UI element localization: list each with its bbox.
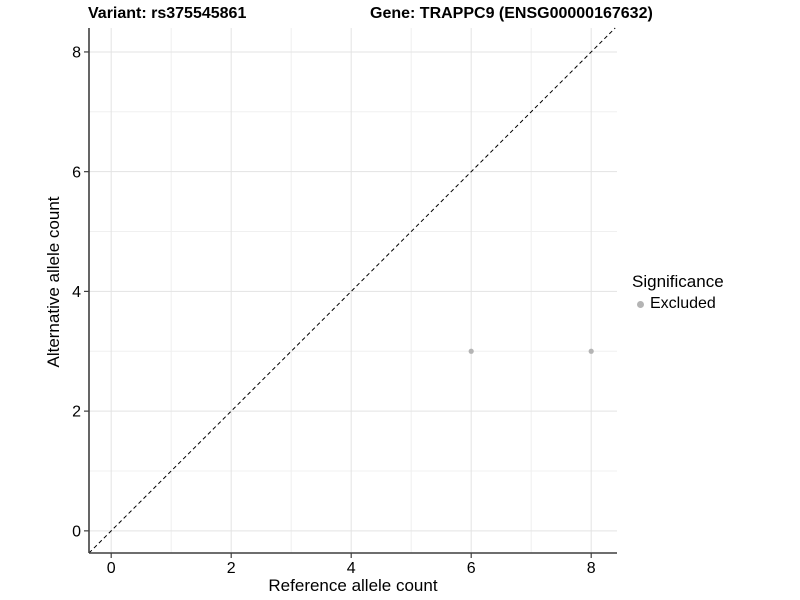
- data-point: [588, 348, 594, 354]
- x-axis-title: Reference allele count: [268, 576, 438, 595]
- excluded-point-icon: [637, 300, 644, 308]
- plot-title-variant: Variant: rs375545861: [88, 5, 247, 22]
- legend-entry-label: Excluded: [650, 295, 716, 312]
- y-tick-label: 8: [72, 45, 81, 62]
- y-tick-label: 0: [72, 523, 81, 540]
- legend-title: Significance: [632, 272, 724, 291]
- x-tick-label: 6: [467, 560, 476, 577]
- y-axis-title: Alternative allele count: [44, 196, 63, 368]
- legend: Significance Excluded: [632, 272, 724, 313]
- x-tick-label: 4: [347, 560, 356, 577]
- plot-title-gene: Gene: TRAPPC9 (ENSG00000167632): [370, 5, 653, 22]
- legend-entry-excluded: Excluded: [632, 295, 724, 313]
- x-tick-label: 2: [227, 560, 236, 577]
- y-tick-label: 4: [72, 284, 81, 301]
- identity-line: [88, 27, 616, 554]
- data-point: [468, 348, 474, 354]
- x-tick-label: 8: [587, 560, 596, 577]
- x-tick-label: 0: [107, 560, 116, 577]
- y-tick-label: 2: [72, 404, 81, 421]
- y-tick-label: 6: [72, 164, 81, 181]
